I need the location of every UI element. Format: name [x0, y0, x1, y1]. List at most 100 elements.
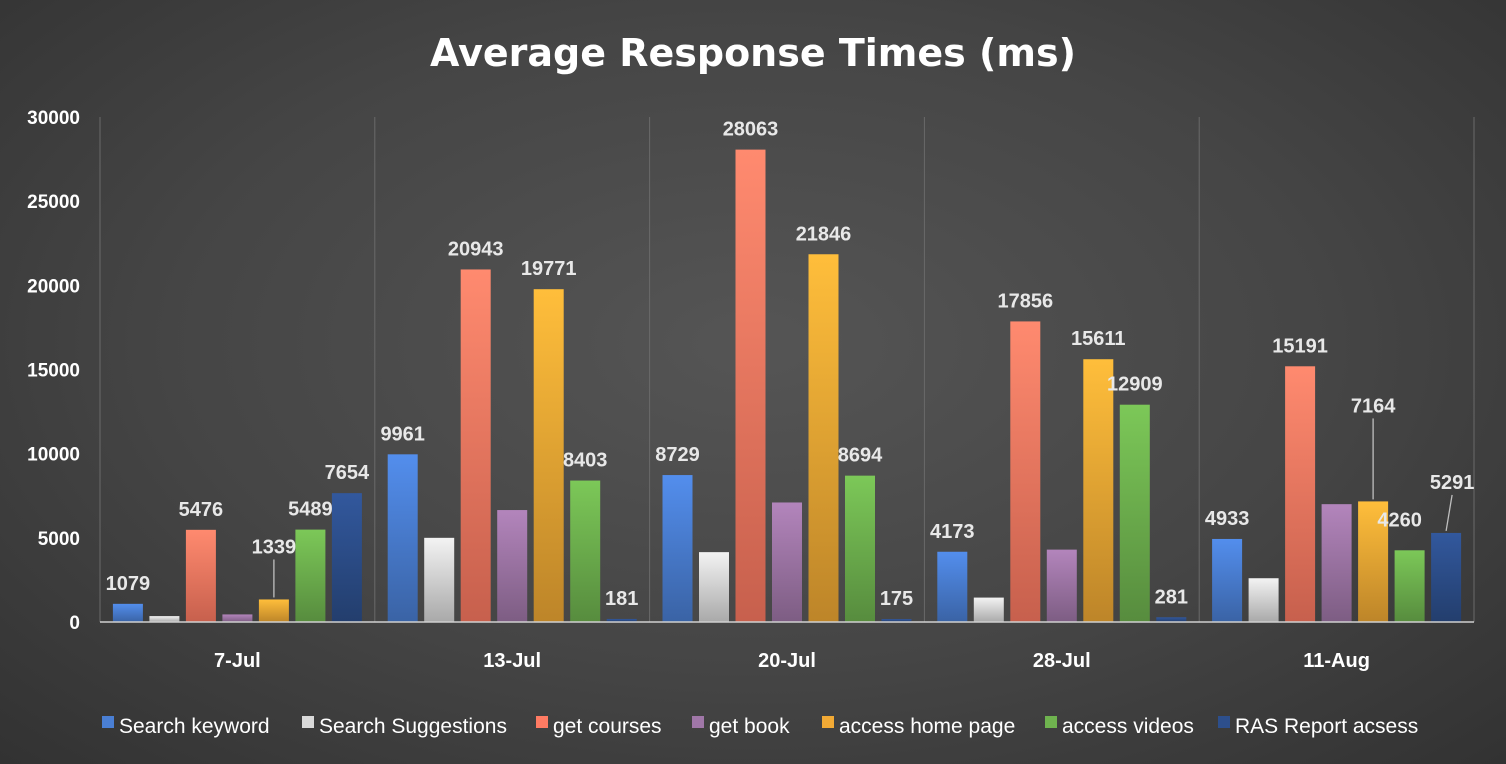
data-label: 20943	[448, 238, 504, 260]
data-label: 5489	[288, 499, 333, 521]
x-tick-label: 11-Aug	[1303, 650, 1370, 672]
bar	[149, 616, 180, 622]
bar	[1212, 538, 1243, 622]
data-label: 12909	[1107, 374, 1163, 396]
data-label: 7654	[325, 462, 370, 484]
y-tick-label: 25000	[27, 192, 80, 213]
data-label: 9961	[380, 423, 425, 445]
legend-item: get book	[692, 715, 790, 738]
data-label: 1079	[106, 573, 151, 595]
data-label: 175	[880, 588, 913, 610]
y-tick-label: 30000	[27, 108, 80, 129]
data-label: 4260	[1377, 509, 1422, 531]
x-tick-label: 28-Jul	[1033, 650, 1091, 672]
legend-item: access videos	[1045, 715, 1194, 738]
bar	[1046, 549, 1077, 622]
legend-swatch	[1218, 716, 1230, 728]
bar	[735, 149, 766, 622]
legend-label: access home page	[839, 715, 1015, 738]
data-label: 181	[605, 588, 638, 610]
bar	[1248, 578, 1279, 622]
bar	[1321, 504, 1352, 622]
bar	[1394, 550, 1425, 622]
bar	[1083, 359, 1114, 622]
legend-swatch	[536, 716, 548, 728]
data-label: 5291	[1430, 472, 1475, 494]
legend-swatch	[692, 716, 704, 728]
data-label: 1339	[252, 536, 297, 558]
data-label: 7164	[1351, 395, 1396, 417]
y-tick-label: 15000	[27, 361, 80, 382]
bar	[497, 510, 528, 622]
data-label: 8694	[838, 445, 883, 467]
bar	[937, 551, 968, 622]
data-label: 4173	[930, 521, 975, 543]
bar	[424, 537, 455, 622]
bar	[973, 597, 1004, 622]
chart-title: Average Response Times (ms)	[430, 31, 1076, 75]
bar	[1119, 404, 1150, 622]
bar	[570, 480, 601, 622]
legend-item: RAS Report acsess	[1218, 715, 1418, 738]
legend-label: access videos	[1062, 715, 1194, 738]
x-tick-label: 7-Jul	[214, 650, 261, 672]
data-label: 8729	[655, 444, 700, 466]
bar	[772, 502, 802, 622]
bar	[662, 475, 693, 622]
bar	[258, 599, 289, 622]
legend-item: Search Suggestions	[302, 715, 507, 738]
y-tick-label: 20000	[27, 276, 80, 297]
legend-swatch	[822, 716, 834, 728]
bar	[1358, 501, 1389, 622]
bar	[533, 289, 564, 622]
bar	[295, 529, 326, 622]
data-label: 17856	[997, 290, 1053, 312]
bar	[808, 254, 839, 622]
x-tick-label: 20-Jul	[758, 650, 816, 672]
legend-label: get courses	[553, 715, 662, 738]
legend-item: get courses	[536, 715, 662, 738]
legend-swatch	[102, 716, 114, 728]
data-label: 5476	[179, 499, 224, 521]
x-tick-label: 13-Jul	[483, 650, 541, 672]
y-tick-label: 10000	[27, 445, 80, 466]
legend-label: get book	[709, 715, 790, 738]
bars-group	[112, 149, 1462, 622]
bar	[331, 493, 362, 622]
legend-item: Search keyword	[102, 715, 270, 738]
data-label: 8403	[563, 450, 608, 472]
data-label: 281	[1155, 586, 1188, 608]
bar	[1010, 321, 1041, 622]
data-label: 15191	[1272, 335, 1328, 357]
y-tick-label: 0	[69, 613, 80, 634]
legend-label: Search Suggestions	[319, 715, 507, 738]
bar	[387, 454, 418, 622]
y-axis: 0 5000 10000 15000 20000 25000 30000	[27, 108, 80, 634]
bar	[1431, 532, 1462, 622]
bar	[185, 529, 216, 622]
bar	[460, 269, 491, 622]
x-axis: 7-Jul 13-Jul 20-Jul 28-Jul 11-Aug	[100, 621, 1474, 672]
data-label: 4933	[1205, 508, 1250, 530]
legend-item: access home page	[822, 715, 1015, 738]
grid-lines	[99, 117, 1475, 622]
bar	[112, 603, 143, 622]
legend: Search keyword Search Suggestions get cour…	[102, 715, 1418, 738]
data-labels: 1079 9961 8729 4173 4933 5476 20943 28063 17856 1…	[106, 119, 1475, 610]
data-label: 28063	[723, 119, 779, 141]
data-label: 15611	[1071, 328, 1126, 350]
bar	[881, 619, 912, 622]
bar	[845, 475, 875, 622]
legend-swatch	[1045, 716, 1057, 728]
leader-line	[1445, 494, 1453, 532]
legend-label: RAS Report acsess	[1235, 715, 1418, 738]
y-tick-label: 5000	[38, 529, 80, 550]
bar	[1285, 366, 1316, 622]
bar	[1156, 617, 1187, 622]
legend-swatch	[302, 716, 314, 728]
bar	[606, 618, 637, 622]
bar	[222, 614, 253, 622]
legend-label: Search keyword	[119, 715, 270, 738]
bar	[699, 552, 729, 622]
